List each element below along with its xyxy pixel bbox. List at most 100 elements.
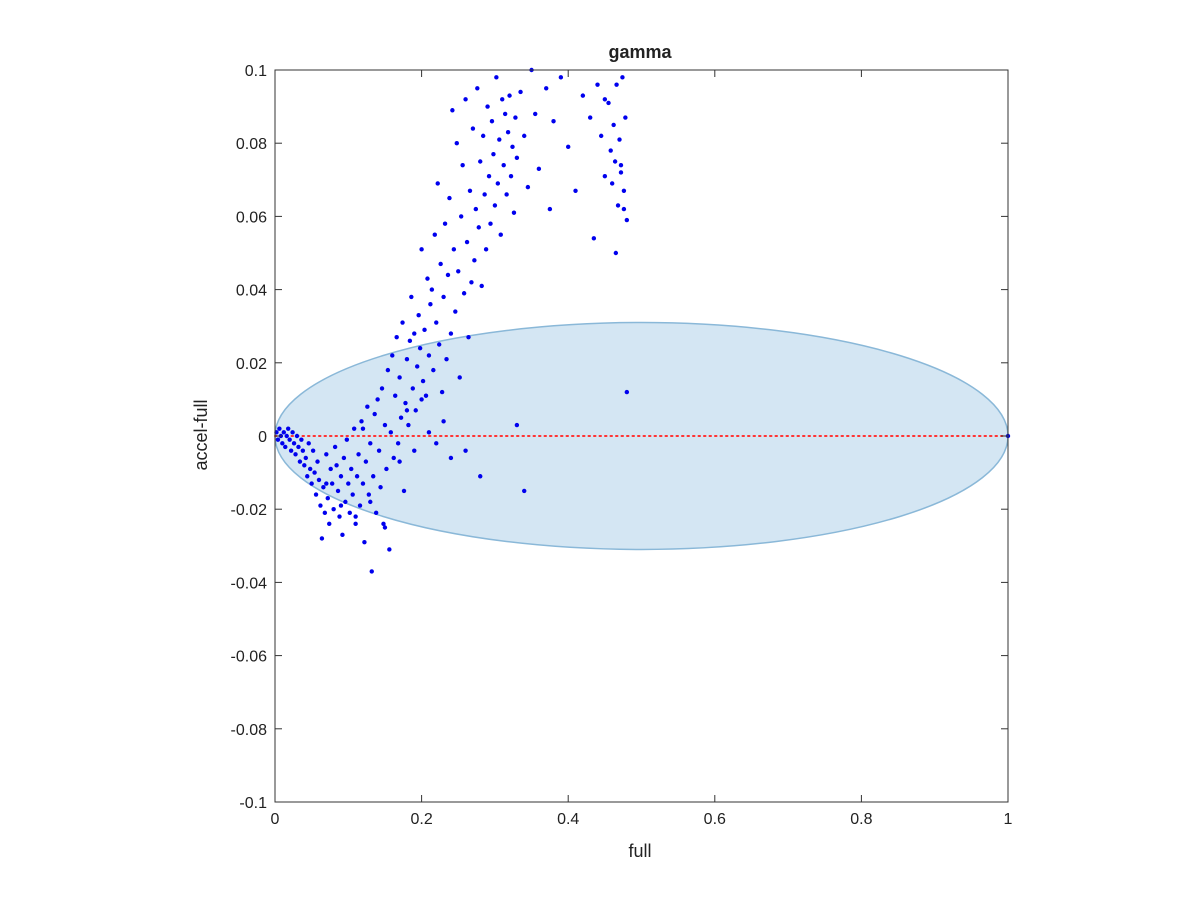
data-point <box>445 272 451 278</box>
data-point <box>461 291 467 296</box>
data-point <box>299 437 304 442</box>
data-point <box>623 115 628 120</box>
data-point <box>479 283 484 289</box>
data-point <box>409 294 414 300</box>
data-point <box>331 507 336 512</box>
data-point <box>413 408 418 413</box>
data-point <box>444 356 449 362</box>
data-point <box>391 455 396 461</box>
data-point <box>420 378 426 384</box>
data-point <box>393 393 398 398</box>
data-point <box>287 437 292 442</box>
data-point <box>283 444 288 450</box>
data-point <box>390 353 395 358</box>
data-point <box>591 236 597 241</box>
data-point <box>379 386 385 391</box>
data-point <box>458 214 464 219</box>
data-point <box>491 151 496 157</box>
data-point <box>457 375 462 380</box>
data-point <box>334 463 339 468</box>
data-point <box>376 448 382 453</box>
data-point <box>501 162 506 168</box>
data-point <box>544 86 549 91</box>
data-point <box>369 569 374 574</box>
data-point <box>397 375 402 380</box>
data-point <box>277 426 282 431</box>
data-point <box>385 367 391 373</box>
data-point <box>511 210 517 215</box>
data-point <box>419 397 424 402</box>
y-axis-label: accel-full <box>191 399 211 470</box>
x-tick-label: 0.8 <box>850 811 872 828</box>
data-point <box>300 448 306 453</box>
data-point <box>436 342 442 347</box>
data-point <box>415 364 420 369</box>
data-point <box>404 356 410 362</box>
data-point <box>431 367 436 373</box>
data-point <box>495 181 501 186</box>
data-point <box>302 463 307 468</box>
data-point <box>614 82 619 87</box>
data-point <box>319 536 325 541</box>
data-point <box>587 115 593 120</box>
data-point <box>360 426 366 431</box>
data-point <box>381 521 386 527</box>
data-point <box>410 386 416 391</box>
data-point <box>343 499 348 505</box>
data-point <box>340 532 345 538</box>
data-point <box>476 225 481 230</box>
x-axis-label: full <box>628 841 651 861</box>
data-point <box>372 411 377 417</box>
data-point <box>426 430 432 435</box>
chart-title: gamma <box>608 42 672 62</box>
data-point <box>387 547 392 552</box>
data-point <box>470 126 476 131</box>
data-point <box>368 499 373 505</box>
data-point <box>344 437 350 442</box>
data-point <box>338 503 344 508</box>
data-point <box>448 331 454 336</box>
data-point <box>514 155 520 161</box>
data-point <box>618 170 624 175</box>
data-point <box>347 510 352 516</box>
data-point <box>463 97 468 102</box>
data-point <box>284 433 289 439</box>
data-point <box>349 466 354 472</box>
y-tick-label: 0.1 <box>245 63 267 80</box>
data-point <box>419 247 424 252</box>
data-point <box>513 115 518 120</box>
data-point <box>407 338 413 344</box>
data-point <box>422 327 427 333</box>
data-point <box>368 441 373 446</box>
data-point <box>454 141 459 146</box>
data-point <box>360 481 366 486</box>
data-point <box>463 448 468 453</box>
y-axis-ticks: -0.1 -0.08 -0.06 -0.04 -0.02 0 0.02 0.04 0.06 0.0… <box>231 63 1008 812</box>
data-point <box>456 269 461 274</box>
data-point <box>306 441 311 446</box>
data-point <box>307 466 313 472</box>
data-point <box>322 510 328 516</box>
y-tick-label: 0.06 <box>236 209 267 226</box>
data-point <box>439 389 445 395</box>
data-point <box>508 173 514 179</box>
y-tick-label: -0.04 <box>231 575 268 592</box>
data-point <box>357 503 363 508</box>
data-point <box>426 353 432 358</box>
data-point <box>378 485 383 490</box>
y-tick-label: -0.08 <box>231 722 268 739</box>
data-point <box>494 75 499 80</box>
data-point <box>486 173 492 179</box>
data-point <box>478 474 483 479</box>
data-point <box>384 466 389 472</box>
data-point <box>500 97 505 102</box>
data-point <box>602 97 608 102</box>
data-point <box>353 514 358 519</box>
data-point <box>478 159 483 164</box>
x-axis-ticks: 0 0.2 0.4 0.6 0.8 1 <box>271 70 1013 828</box>
data-point <box>492 203 498 208</box>
data-point <box>428 302 433 307</box>
data-point <box>288 448 294 453</box>
data-point <box>335 488 341 494</box>
